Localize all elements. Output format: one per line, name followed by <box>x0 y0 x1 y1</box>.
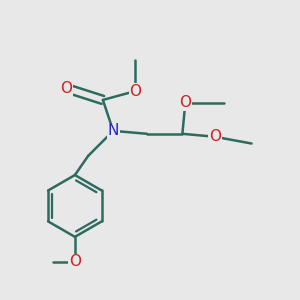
Text: O: O <box>209 129 221 144</box>
Text: O: O <box>129 84 141 99</box>
Text: O: O <box>179 95 191 110</box>
Text: O: O <box>60 81 72 96</box>
Text: N: N <box>107 123 119 138</box>
Text: O: O <box>69 254 81 269</box>
